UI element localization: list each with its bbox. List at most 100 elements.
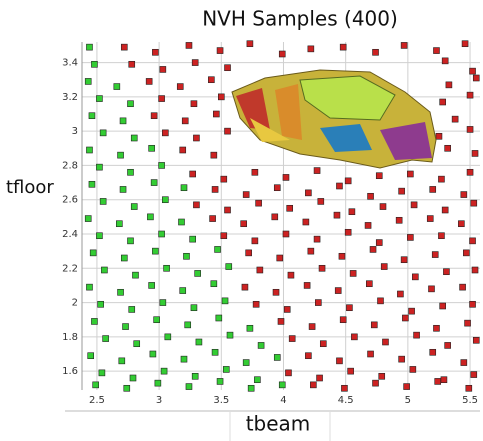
point: [279, 51, 285, 57]
point: [192, 373, 198, 379]
point: [99, 370, 105, 376]
x-tick-label: 5: [405, 395, 411, 406]
point: [427, 216, 433, 222]
point: [452, 116, 458, 122]
point: [320, 341, 326, 347]
point: [285, 370, 291, 376]
point: [190, 236, 196, 242]
x-tick-label: 2.5: [89, 395, 105, 406]
y-tick-label: 3.4: [62, 58, 78, 69]
point: [305, 353, 311, 359]
point: [218, 94, 224, 100]
point: [151, 180, 157, 186]
point: [129, 306, 135, 312]
point: [399, 356, 405, 362]
y-tick-label: 2.4: [62, 229, 78, 240]
point: [472, 150, 478, 156]
point: [182, 118, 188, 124]
point: [289, 336, 295, 342]
point: [243, 192, 249, 198]
point: [131, 204, 137, 210]
point: [257, 267, 263, 273]
point: [466, 385, 472, 391]
point: [181, 356, 187, 362]
point: [212, 186, 218, 192]
point: [407, 171, 413, 177]
point: [90, 250, 96, 256]
point: [215, 246, 221, 252]
point: [442, 207, 448, 213]
point: [368, 193, 374, 199]
point: [132, 272, 138, 278]
point: [247, 325, 253, 331]
point: [128, 238, 134, 244]
point: [461, 360, 467, 366]
point: [162, 197, 168, 203]
point: [256, 200, 262, 206]
x-axis-label: tbeam: [246, 412, 311, 436]
point: [274, 185, 280, 191]
point: [152, 49, 158, 55]
point: [151, 113, 157, 119]
chart-title: NVH Samples (400): [202, 7, 398, 31]
point: [346, 305, 352, 311]
point: [428, 286, 434, 292]
point: [124, 385, 130, 391]
point: [283, 174, 289, 180]
x-tick-label: 4: [280, 395, 286, 406]
point: [146, 78, 152, 84]
point: [308, 46, 314, 52]
point: [402, 315, 408, 321]
point: [345, 178, 351, 184]
point: [445, 342, 451, 348]
point: [430, 349, 436, 355]
point: [152, 248, 158, 254]
point: [440, 99, 446, 105]
y-tick-label: 1.6: [62, 366, 78, 377]
point: [349, 209, 355, 215]
point: [341, 385, 347, 391]
point: [247, 41, 253, 47]
point: [309, 324, 315, 330]
point: [287, 205, 293, 211]
y-tick-label: 3: [72, 126, 78, 137]
point: [88, 353, 94, 359]
point: [185, 322, 191, 328]
point: [177, 84, 183, 90]
point: [93, 382, 99, 388]
point: [334, 212, 340, 218]
point: [213, 111, 219, 117]
point: [340, 317, 346, 323]
point: [100, 130, 106, 136]
point: [253, 301, 259, 307]
point: [470, 238, 476, 244]
point: [101, 267, 107, 273]
point: [401, 257, 407, 263]
point: [123, 324, 129, 330]
point: [379, 373, 385, 379]
point: [283, 231, 289, 237]
point: [91, 318, 97, 324]
point: [409, 308, 415, 314]
point: [217, 48, 223, 54]
point: [318, 198, 324, 204]
point: [225, 207, 231, 213]
point: [441, 377, 447, 383]
point: [103, 336, 109, 342]
point: [150, 351, 156, 357]
point: [159, 96, 165, 102]
point: [335, 288, 341, 294]
point: [471, 200, 477, 206]
point: [258, 342, 264, 348]
point: [336, 183, 342, 189]
point: [221, 176, 227, 182]
point: [396, 217, 402, 223]
point: [114, 84, 120, 90]
point: [467, 126, 473, 132]
point: [467, 92, 473, 98]
point: [399, 188, 405, 194]
point: [460, 284, 466, 290]
point: [221, 233, 227, 239]
point: [274, 354, 280, 360]
point: [340, 44, 346, 50]
